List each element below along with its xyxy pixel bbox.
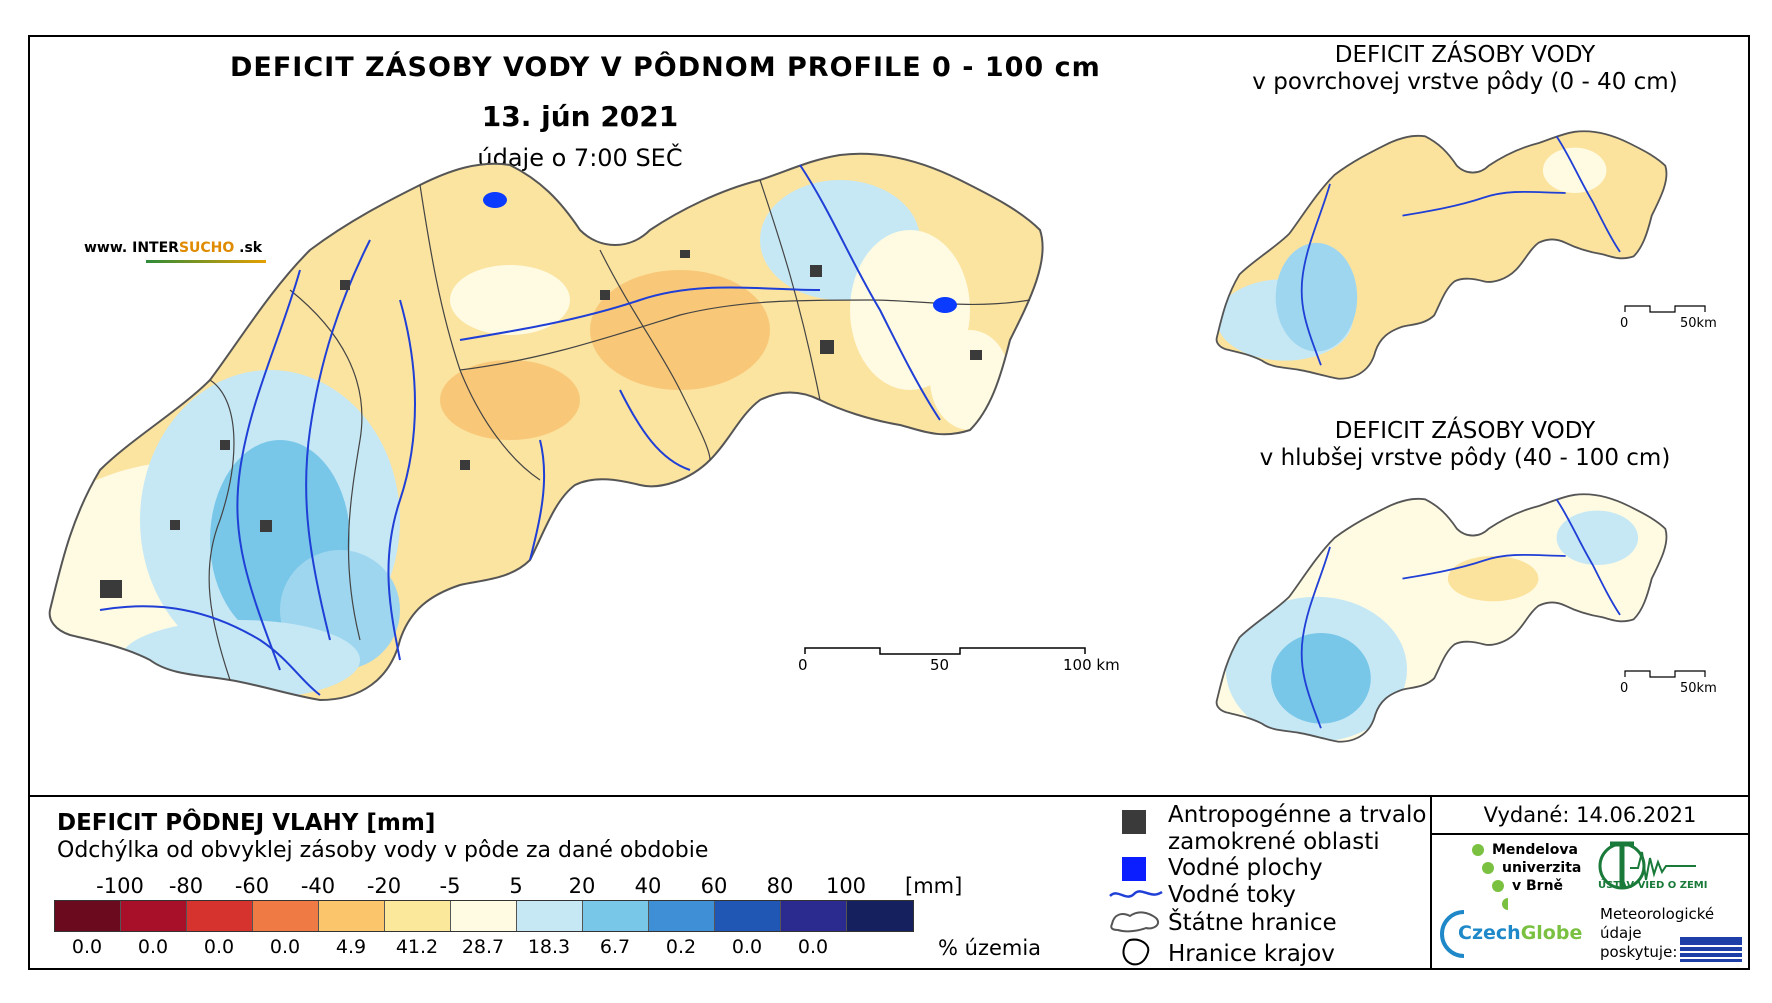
water-body-label: Vodné plochy <box>1168 855 1323 881</box>
legend-unit: [mm] <box>905 874 963 898</box>
meteo-text-2: údaje <box>1600 924 1642 942</box>
urban-area-swatch <box>1122 810 1146 834</box>
legend-break-7: 20 <box>568 874 596 898</box>
legend-percent-0: 0.0 <box>71 936 103 958</box>
legend-swatch-3 <box>253 901 319 931</box>
legend-break-0: -100 <box>96 874 144 898</box>
mendel-text-3: v Brně <box>1512 878 1564 894</box>
legend-swatch-5 <box>385 901 451 931</box>
legend-break-11: 100 <box>825 874 867 898</box>
legend-swatch-8 <box>583 901 649 931</box>
czechglobe-text: CzechGlobe <box>1458 922 1583 944</box>
inset-top-title: DEFICIT ZÁSOBY VODY v povrchovej vrstve … <box>1252 42 1678 95</box>
mendel-logo-icon <box>1472 844 1508 910</box>
czechglobe-logo-icon <box>1440 910 1465 958</box>
legend-percent-5: 41.2 <box>395 936 439 958</box>
legend-band <box>28 795 1750 970</box>
state-border-symbol <box>1110 911 1160 933</box>
main-map <box>48 152 1044 701</box>
inset-top-scale-bar <box>1624 305 1706 313</box>
urban-area-label-1: Antropogénne a trvalo <box>1168 802 1427 828</box>
info-separator <box>1430 833 1750 835</box>
legend-percent-9: 0.2 <box>665 936 697 958</box>
meteo-text-3: poskytuje: <box>1600 943 1678 961</box>
legend-break-2: -60 <box>234 874 270 898</box>
legend-swatch-0 <box>55 901 121 931</box>
legend-break-4: -20 <box>366 874 402 898</box>
mendel-text-2: univerzita <box>1502 860 1582 876</box>
legend-percent-7: 18.3 <box>527 936 571 958</box>
legend-subtitle: Odchýlka od obvyklej zásoby vody v pôde … <box>57 838 709 863</box>
urban-area-label-2: zamokrené oblasti <box>1168 829 1380 855</box>
legend-swatch-11 <box>781 901 847 931</box>
river-label: Vodné toky <box>1168 882 1296 908</box>
legend-percent-11: 0.0 <box>797 936 829 958</box>
issued-date: Vydané: 14.06.2021 <box>1483 803 1697 827</box>
state-border-label: Štátne hranice <box>1168 910 1337 936</box>
water-body-swatch <box>1122 857 1146 881</box>
legend-swatch-10 <box>715 901 781 931</box>
ustav-text: ÚSTAV VIED O ZEMI <box>1598 880 1708 891</box>
legend-swatch-7 <box>517 901 583 931</box>
legend-percent-1: 0.0 <box>137 936 169 958</box>
region-border-symbol <box>1122 938 1150 966</box>
main-scale-bar <box>804 647 1086 655</box>
main-scale-label-50: 50 <box>930 656 950 674</box>
legend-swatch-4 <box>319 901 385 931</box>
main-scale-label-100: 100 km <box>1063 656 1120 674</box>
legend-break-6: 5 <box>509 874 523 898</box>
meteo-text-1: Meteorologické <box>1600 905 1715 923</box>
legend-swatch-2 <box>187 901 253 931</box>
legend-break-3: -40 <box>300 874 336 898</box>
legend-swatch-6 <box>451 901 517 931</box>
inset-bottom-scale-50: 50km <box>1680 681 1717 696</box>
region-border-label: Hranice krajov <box>1168 941 1335 967</box>
map-date: 13. jún 2021 <box>481 100 679 133</box>
legend-percent-4: 4.9 <box>335 936 367 958</box>
legend-percent-8: 6.7 <box>599 936 631 958</box>
ustav-logo-icon <box>1598 841 1696 890</box>
legend-swatch-9 <box>649 901 715 931</box>
mendel-text-1: Mendelova <box>1492 842 1578 858</box>
legend-percent-unit: % územia <box>938 936 1042 960</box>
shmu-logo-icon <box>1680 937 1742 962</box>
river-symbol <box>1109 890 1163 898</box>
legend-break-9: 60 <box>700 874 728 898</box>
legend-break-5: -5 <box>439 874 461 898</box>
inset-top-scale-0: 0 <box>1620 316 1629 331</box>
legend-color-ramp <box>54 900 914 932</box>
legend-break-1: -80 <box>168 874 204 898</box>
legend-percent-3: 0.0 <box>269 936 301 958</box>
legend-percent-2: 0.0 <box>203 936 235 958</box>
legend-percent-10: 0.0 <box>731 936 763 958</box>
legend-swatch-12 <box>847 901 913 931</box>
legend-title: DEFICIT PÔDNEJ VLAHY [mm] <box>57 810 436 836</box>
info-box <box>1430 797 1750 970</box>
inset-bottom-scale-bar <box>1624 670 1706 678</box>
legend-break-10: 80 <box>766 874 794 898</box>
legend-percent-6: 28.7 <box>461 936 505 958</box>
inset-top-map <box>1215 130 1668 380</box>
legend-swatch-1 <box>121 901 187 931</box>
main-scale-label-0: 0 <box>798 656 808 674</box>
map-title: DEFICIT ZÁSOBY VODY V PÔDNOM PROFILE 0 -… <box>230 52 1101 83</box>
inset-bottom-scale-0: 0 <box>1620 681 1629 696</box>
inset-top-scale-50: 50km <box>1680 316 1717 331</box>
inset-bottom-map <box>1215 493 1668 743</box>
website-label[interactable]: www. INTERSUCHO .sk <box>84 240 266 263</box>
legend-break-8: 40 <box>634 874 662 898</box>
inset-bottom-title: DEFICIT ZÁSOBY VODY v hlubšej vrstve pôd… <box>1259 418 1671 471</box>
